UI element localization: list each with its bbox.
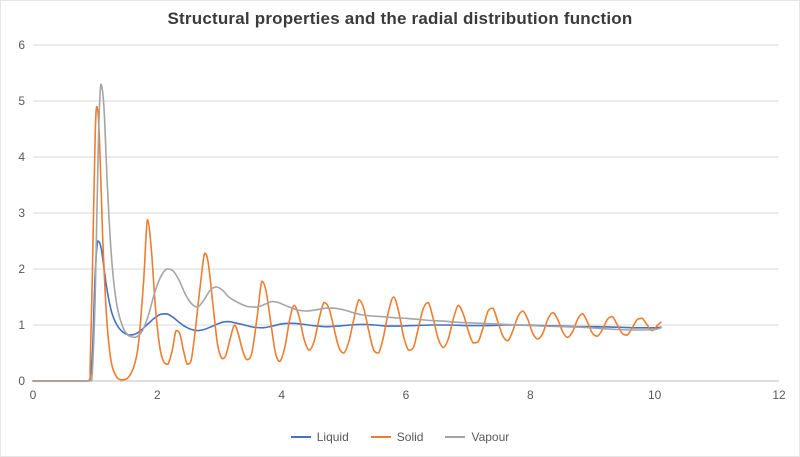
x-tick-label: 2 [154,388,161,402]
y-tick-label: 2 [18,262,25,276]
legend-swatch-vapour [445,436,466,438]
y-tick-label: 3 [18,206,25,220]
legend-label-solid: Solid [396,430,424,444]
legend-item-liquid: Liquid [290,430,349,444]
y-tick-label: 1 [18,318,25,332]
chart-title: Structural properties and the radial dis… [167,9,633,28]
legend-swatch-solid [370,436,391,438]
y-tick-label: 4 [18,150,25,164]
x-tick-label: 4 [278,388,285,402]
legend: Liquid Solid Vapour [1,430,799,444]
series-vapour-line [32,83,662,382]
y-tick-label: 6 [18,38,25,52]
series-solid-line [32,105,662,382]
legend-item-vapour: Vapour [445,430,509,444]
legend-label-liquid: Liquid [316,430,349,444]
y-tick-label: 5 [18,94,25,108]
y-tick-label: 0 [18,374,25,388]
series-liquid-line [32,240,662,382]
x-tick-label: 0 [30,388,37,402]
legend-item-solid: Solid [370,430,424,444]
x-tick-label: 12 [772,388,786,402]
legend-label-vapour: Vapour [471,430,510,444]
x-tick-label: 8 [527,388,534,402]
legend-swatch-liquid [290,436,311,438]
x-tick-label: 6 [403,388,410,402]
x-tick-label: 10 [648,388,662,402]
